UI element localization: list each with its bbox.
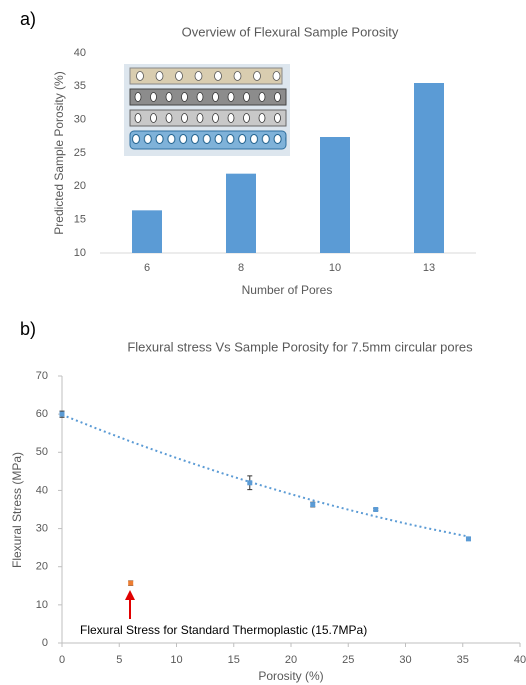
- y-tick-label: 30: [74, 114, 86, 126]
- x-tick-label: 30: [399, 654, 411, 666]
- panel-label: b): [20, 319, 36, 339]
- y-axis-title: Flexural Stress (MPa): [10, 452, 24, 568]
- y-tick-label: 60: [36, 408, 48, 420]
- bar: [320, 137, 350, 253]
- annotation: Flexural Stress for Standard Thermoplast…: [80, 623, 367, 637]
- chart-title: Overview of Flexural Sample Porosity: [182, 24, 399, 39]
- x-tick-label: 8: [238, 262, 244, 274]
- x-tick-label: 10: [329, 262, 341, 274]
- point: [465, 536, 471, 542]
- bar: [132, 210, 162, 253]
- point: [59, 411, 65, 417]
- y-tick-label: 10: [74, 247, 86, 259]
- point: [128, 580, 134, 586]
- y-tick-label: 25: [74, 147, 86, 159]
- y-tick-label: 10: [36, 599, 48, 611]
- y-tick-label: 40: [36, 484, 48, 496]
- y-tick-label: 0: [42, 637, 48, 649]
- y-tick-label: 20: [36, 561, 48, 573]
- x-tick-label: 13: [423, 262, 435, 274]
- x-tick-label: 20: [285, 654, 297, 666]
- bar: [414, 83, 444, 253]
- trendline: [61, 413, 469, 538]
- y-tick-label: 15: [74, 214, 86, 226]
- y-tick-label: 50: [36, 446, 48, 458]
- y-axis-title: Predicted Sample Porosity (%): [52, 71, 66, 234]
- bar: [226, 173, 256, 253]
- y-tick-label: 30: [36, 522, 48, 534]
- inset-image: [124, 64, 290, 156]
- x-axis-title: Porosity (%): [258, 669, 323, 683]
- chart-title: Flexural stress Vs Sample Porosity for 7…: [127, 339, 473, 354]
- y-tick-label: 70: [36, 370, 48, 382]
- y-tick-label: 35: [74, 80, 86, 92]
- x-axis-title: Number of Pores: [242, 283, 333, 297]
- y-tick-label: 20: [74, 180, 86, 192]
- x-tick-label: 25: [342, 654, 354, 666]
- y-tick-label: 40: [74, 47, 86, 59]
- x-tick-label: 35: [457, 654, 469, 666]
- point: [247, 480, 253, 486]
- scatter-chart: b) Flexural stress Vs Sample Porosity fo…: [10, 319, 526, 683]
- x-tick-label: 5: [116, 654, 122, 666]
- point: [373, 507, 379, 512]
- arrow: [125, 590, 135, 619]
- x-tick-label: 15: [228, 654, 240, 666]
- panel-label: a): [20, 9, 36, 29]
- x-tick-label: 6: [144, 262, 150, 274]
- x-tick-label: 40: [514, 654, 526, 666]
- point: [310, 502, 316, 508]
- x-tick-label: 0: [59, 654, 65, 666]
- x-tick-label: 10: [170, 654, 182, 666]
- bar-chart: a) Overview of Flexural Sample Porosity …: [20, 9, 476, 297]
